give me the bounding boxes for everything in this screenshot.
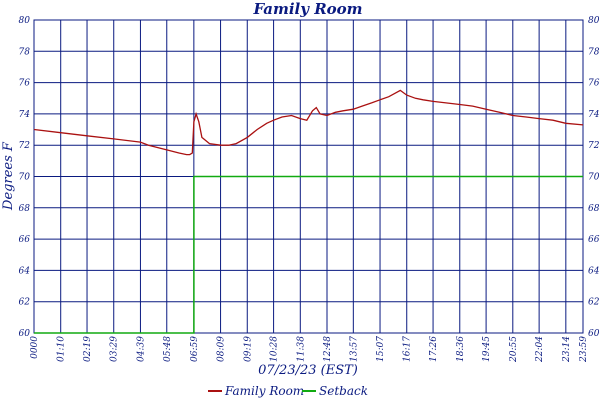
y-tick-label: 80 (19, 16, 31, 26)
y-tick-labels-left: 60 62 64 66 68 70 72 74 76 78 80 (19, 16, 31, 339)
y-tick-label: 76 (19, 79, 31, 89)
x-tick-label: 16:17 (403, 336, 413, 362)
y-tick-label: 68 (19, 204, 31, 214)
y-tick-label: 72 (19, 141, 31, 151)
y-tick-label-right: 72 (588, 141, 600, 151)
x-tick-label: 02:19 (83, 336, 93, 362)
y-tick-label: 74 (19, 110, 31, 120)
x-tick-label: 11:38 (296, 336, 306, 362)
y-tick-label: 66 (19, 235, 31, 245)
x-axis-title: 07/23/23 (EST) (258, 363, 358, 378)
y-axis-title: Degrees F (1, 141, 16, 211)
y-tick-label-right: 70 (588, 173, 600, 183)
x-tick-label: 17:26 (429, 336, 439, 362)
y-tick-label-right: 80 (588, 16, 600, 26)
series-line-setback (34, 175, 583, 334)
y-tick-label-right: 60 (588, 329, 600, 339)
x-tick-labels: 0000 01:10 02:19 03:29 04:39 05:48 06:59 08:09 0… (30, 336, 589, 363)
chart-title: Family Room (252, 0, 362, 18)
x-tick-label: 0000 (30, 336, 40, 359)
x-tick-label: 10:28 (270, 336, 280, 362)
y-tick-label-right: 62 (588, 298, 600, 308)
legend-label: Family Room (224, 384, 304, 398)
x-tick-label: 04:39 (136, 336, 146, 362)
x-tick-label: 09:19 (243, 336, 253, 362)
x-tick-label: 23:14 (562, 336, 572, 363)
x-tick-label: 05:48 (163, 336, 173, 362)
y-tick-label-right: 66 (588, 235, 600, 245)
y-tick-label: 64 (19, 266, 31, 276)
x-tick-label: 03:29 (110, 336, 120, 362)
x-tick-label: 08:09 (217, 336, 227, 362)
y-tick-label: 78 (19, 47, 31, 57)
y-tick-label-right: 64 (588, 266, 600, 276)
y-tick-label: 60 (19, 329, 31, 339)
y-tick-label-right: 74 (588, 110, 600, 120)
x-tick-label: 06:59 (190, 336, 200, 362)
y-tick-label-right: 76 (588, 79, 600, 89)
y-tick-label-right: 68 (588, 204, 600, 214)
x-tick-label: 18:36 (456, 336, 466, 362)
series-lines (33, 89, 584, 334)
x-tick-label: 01:10 (57, 336, 67, 362)
y-tick-label: 70 (19, 173, 31, 183)
y-tick-label: 62 (19, 298, 31, 308)
x-tick-label: 23:59 (579, 336, 589, 363)
x-tick-label: 13:57 (349, 336, 359, 362)
legend: Family Room Setback (208, 384, 368, 398)
y-tick-labels-right: 60 62 64 66 68 70 72 74 76 78 80 (588, 16, 600, 339)
series-line-family-room (33, 89, 584, 156)
y-tick-label-right: 78 (588, 47, 600, 57)
x-tick-label: 12:48 (323, 336, 333, 362)
x-tick-label: 22:04 (535, 336, 545, 363)
x-tick-label: 15:07 (376, 336, 386, 362)
legend-label: Setback (319, 384, 368, 398)
x-tick-label: 19:45 (482, 336, 492, 362)
x-tick-label: 20:55 (509, 336, 519, 363)
